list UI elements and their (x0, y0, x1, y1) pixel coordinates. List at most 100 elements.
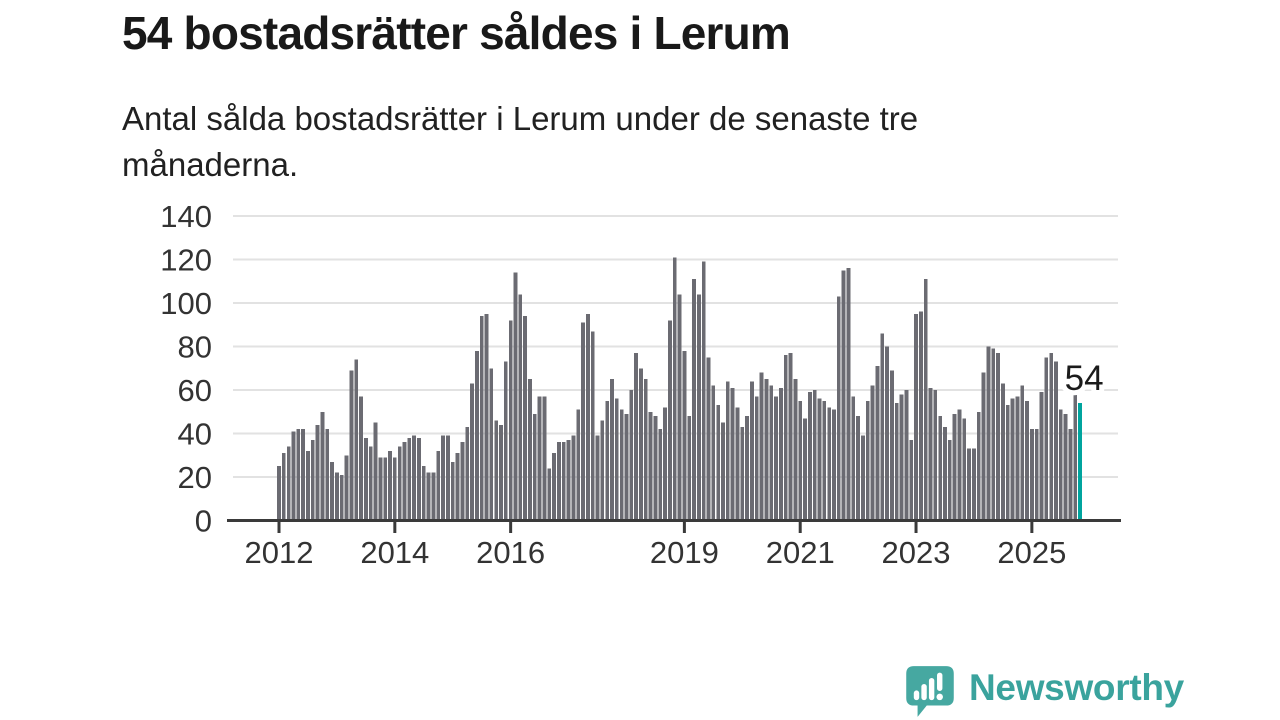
bar (1039, 392, 1044, 521)
bar (1068, 429, 1073, 521)
bar (402, 442, 407, 521)
bar (846, 268, 851, 521)
bar (947, 440, 952, 521)
bar (870, 385, 875, 521)
bar (1010, 398, 1015, 521)
logo-bar-small (913, 689, 920, 700)
bar (590, 331, 595, 521)
bar (701, 261, 706, 521)
bar (339, 474, 344, 521)
bar (359, 396, 363, 521)
bar (595, 435, 600, 521)
bar (981, 372, 986, 521)
bar (677, 294, 682, 521)
bar (725, 381, 730, 521)
bar (465, 426, 470, 521)
bar (513, 272, 518, 521)
x-tick (682, 522, 686, 533)
bar (899, 394, 904, 521)
bar (576, 409, 581, 521)
y-axis-label: 140 (160, 199, 212, 234)
x-tick (914, 522, 918, 533)
bar (861, 435, 865, 521)
bar (388, 450, 392, 521)
bar (967, 448, 972, 521)
bar (426, 472, 431, 521)
bar (976, 411, 981, 521)
bar (682, 350, 687, 521)
bar (470, 383, 474, 521)
bar (750, 381, 754, 521)
bar (986, 346, 991, 521)
bar (918, 311, 923, 521)
bar (368, 446, 373, 521)
bar (301, 429, 306, 521)
bar (378, 457, 383, 521)
bar (537, 396, 542, 521)
bar (460, 442, 465, 521)
x-axis-line (227, 519, 1121, 522)
bar (909, 440, 914, 521)
bar (503, 361, 508, 521)
bar (841, 270, 846, 521)
bar (730, 387, 735, 521)
bar (335, 472, 339, 521)
bar (330, 461, 334, 521)
bar (822, 400, 827, 521)
bar (431, 472, 436, 521)
bar (851, 396, 856, 521)
bar (450, 461, 455, 521)
bar (672, 257, 677, 521)
x-axis-label: 2012 (245, 535, 314, 570)
bar (928, 387, 933, 521)
bar (1054, 361, 1058, 521)
bar (354, 359, 359, 521)
bar (668, 320, 672, 521)
x-tick (1030, 522, 1034, 533)
bar (286, 446, 291, 521)
bar (648, 411, 653, 521)
bar (552, 453, 556, 521)
bar (692, 279, 696, 521)
x-tick (798, 522, 802, 533)
bar (383, 457, 388, 521)
bar (296, 429, 301, 521)
bar (1015, 396, 1020, 521)
bar (1034, 429, 1039, 521)
bar (624, 413, 629, 521)
bar (827, 407, 832, 521)
chart-title: 54 bostadsrätter såldes i Lerum (122, 7, 791, 59)
bar (803, 418, 807, 521)
bar (938, 416, 943, 521)
bar (740, 426, 745, 521)
x-axis-label: 2021 (766, 535, 835, 570)
bar (812, 390, 817, 521)
bar (696, 294, 701, 521)
bar (735, 407, 740, 521)
highlight-value-label: 54 (1065, 359, 1104, 398)
bar (783, 355, 788, 521)
x-axis-label: 2019 (650, 535, 719, 570)
bar (807, 392, 812, 521)
bar (1005, 405, 1010, 521)
bar (885, 346, 889, 521)
bar (856, 416, 861, 521)
bar (759, 372, 764, 521)
bar (610, 379, 614, 521)
y-axis-label: 20 (178, 460, 212, 495)
bar (793, 379, 798, 521)
bar (716, 405, 721, 521)
bar (817, 398, 822, 521)
y-axis-label: 40 (178, 417, 212, 452)
chart-subtitle-line-2: månaderna. (122, 146, 299, 183)
bar (518, 294, 523, 521)
bar (643, 379, 648, 521)
x-axis-label: 2023 (882, 535, 951, 570)
bar (663, 407, 667, 521)
bar (1049, 353, 1054, 521)
bar (619, 409, 624, 521)
bar (306, 450, 310, 521)
bar (832, 409, 836, 521)
